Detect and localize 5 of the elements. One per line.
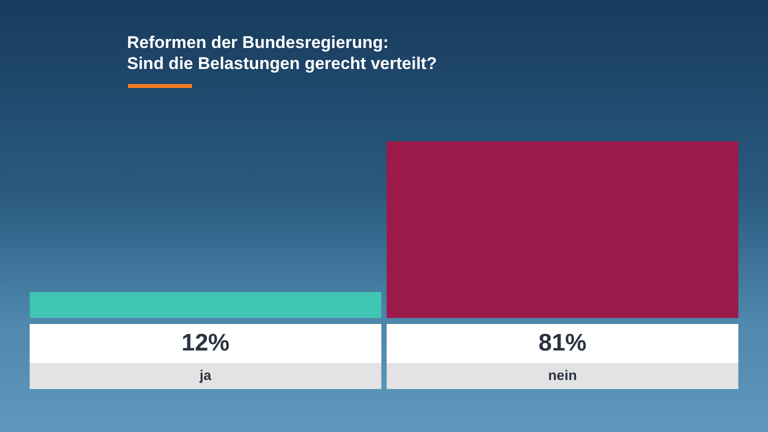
chart-title: Reformen der Bundesregierung: Sind die Belastungen gerecht verteilt? — [127, 32, 437, 74]
data-label: 81% — [538, 330, 587, 357]
x-tick-label: ja — [198, 366, 212, 383]
x-tick-label: nein — [548, 366, 577, 383]
data-label: 12% — [181, 330, 230, 357]
